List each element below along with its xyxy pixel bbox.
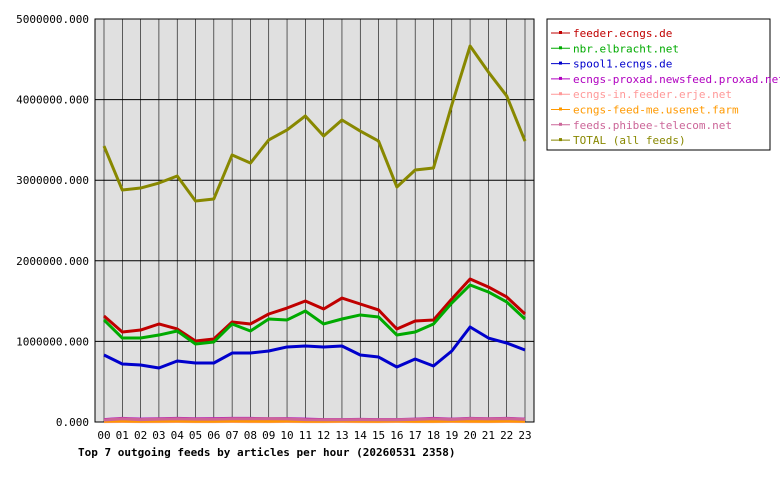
legend-label: ecngs-feed-me.usenet.farm	[573, 104, 739, 117]
legend	[546, 18, 771, 151]
y-tick-label: 3000000.000	[16, 174, 89, 187]
legend-marker	[559, 122, 562, 126]
x-tick-label: 05	[189, 429, 202, 442]
x-tick-label: 20	[463, 429, 476, 442]
legend-label: ecngs-proxad.newsfeed.proxad.net	[573, 73, 780, 86]
series-line	[103, 417, 526, 422]
x-tick-label: 14	[354, 429, 368, 442]
series-line	[102, 44, 527, 203]
y-tick-label: 2000000.000	[16, 255, 89, 268]
plot-area	[94, 18, 535, 423]
x-tick-label: 10	[280, 429, 293, 442]
x-tick-label: 19	[445, 429, 458, 442]
legend-marker	[559, 31, 562, 34]
x-tick-label: 01	[116, 429, 129, 442]
legend-marker	[559, 76, 562, 80]
x-tick-label: 15	[372, 429, 385, 442]
y-tick-label: 0.000	[56, 416, 89, 429]
x-tick-label: 09	[262, 429, 275, 442]
series-line	[103, 277, 527, 343]
x-tick-label: 23	[518, 429, 531, 442]
x-tick-label: 16	[390, 429, 403, 442]
x-tick-label: 13	[335, 429, 348, 442]
legend-label: feeder.ecngs.de	[573, 27, 672, 40]
x-tick-label: 17	[409, 429, 422, 442]
x-tick-label: 11	[299, 429, 312, 442]
legend-marker	[559, 46, 562, 50]
legend-label: spool1.ecngs.de	[573, 58, 672, 71]
x-tick-label: 18	[427, 429, 440, 442]
x-tick-label: 06	[207, 429, 220, 442]
legend-label: feeds.phibee-telecom.net	[573, 119, 732, 132]
series-line	[102, 283, 527, 346]
y-tick-label: 4000000.000	[16, 94, 89, 107]
legend-label: TOTAL (all feeds)	[573, 134, 686, 147]
legend-marker	[559, 107, 562, 111]
legend-label: ecngs-in.feeder.erje.net	[573, 88, 732, 101]
legend-marker	[559, 92, 562, 96]
x-tick-label: 04	[171, 429, 185, 442]
y-tick-label: 1000000.000	[16, 335, 89, 348]
x-tick-label: 22	[500, 429, 513, 442]
x-tick-label: 12	[317, 429, 330, 442]
y-tick-label: 5000000.000	[16, 13, 89, 26]
x-tick-label: 07	[226, 429, 239, 442]
x-tick-label: 03	[152, 429, 165, 442]
x-tick-label: 00	[97, 429, 110, 442]
x-tick-label: 21	[482, 429, 495, 442]
legend-marker	[559, 138, 562, 142]
x-tick-label: 08	[244, 429, 257, 442]
legend-label: nbr.elbracht.net	[573, 42, 679, 55]
series-line	[103, 325, 526, 370]
chart-title: Top 7 outgoing feeds by articles per hou…	[78, 446, 456, 459]
legend-marker	[559, 61, 562, 65]
x-tick-label: 02	[134, 429, 147, 442]
